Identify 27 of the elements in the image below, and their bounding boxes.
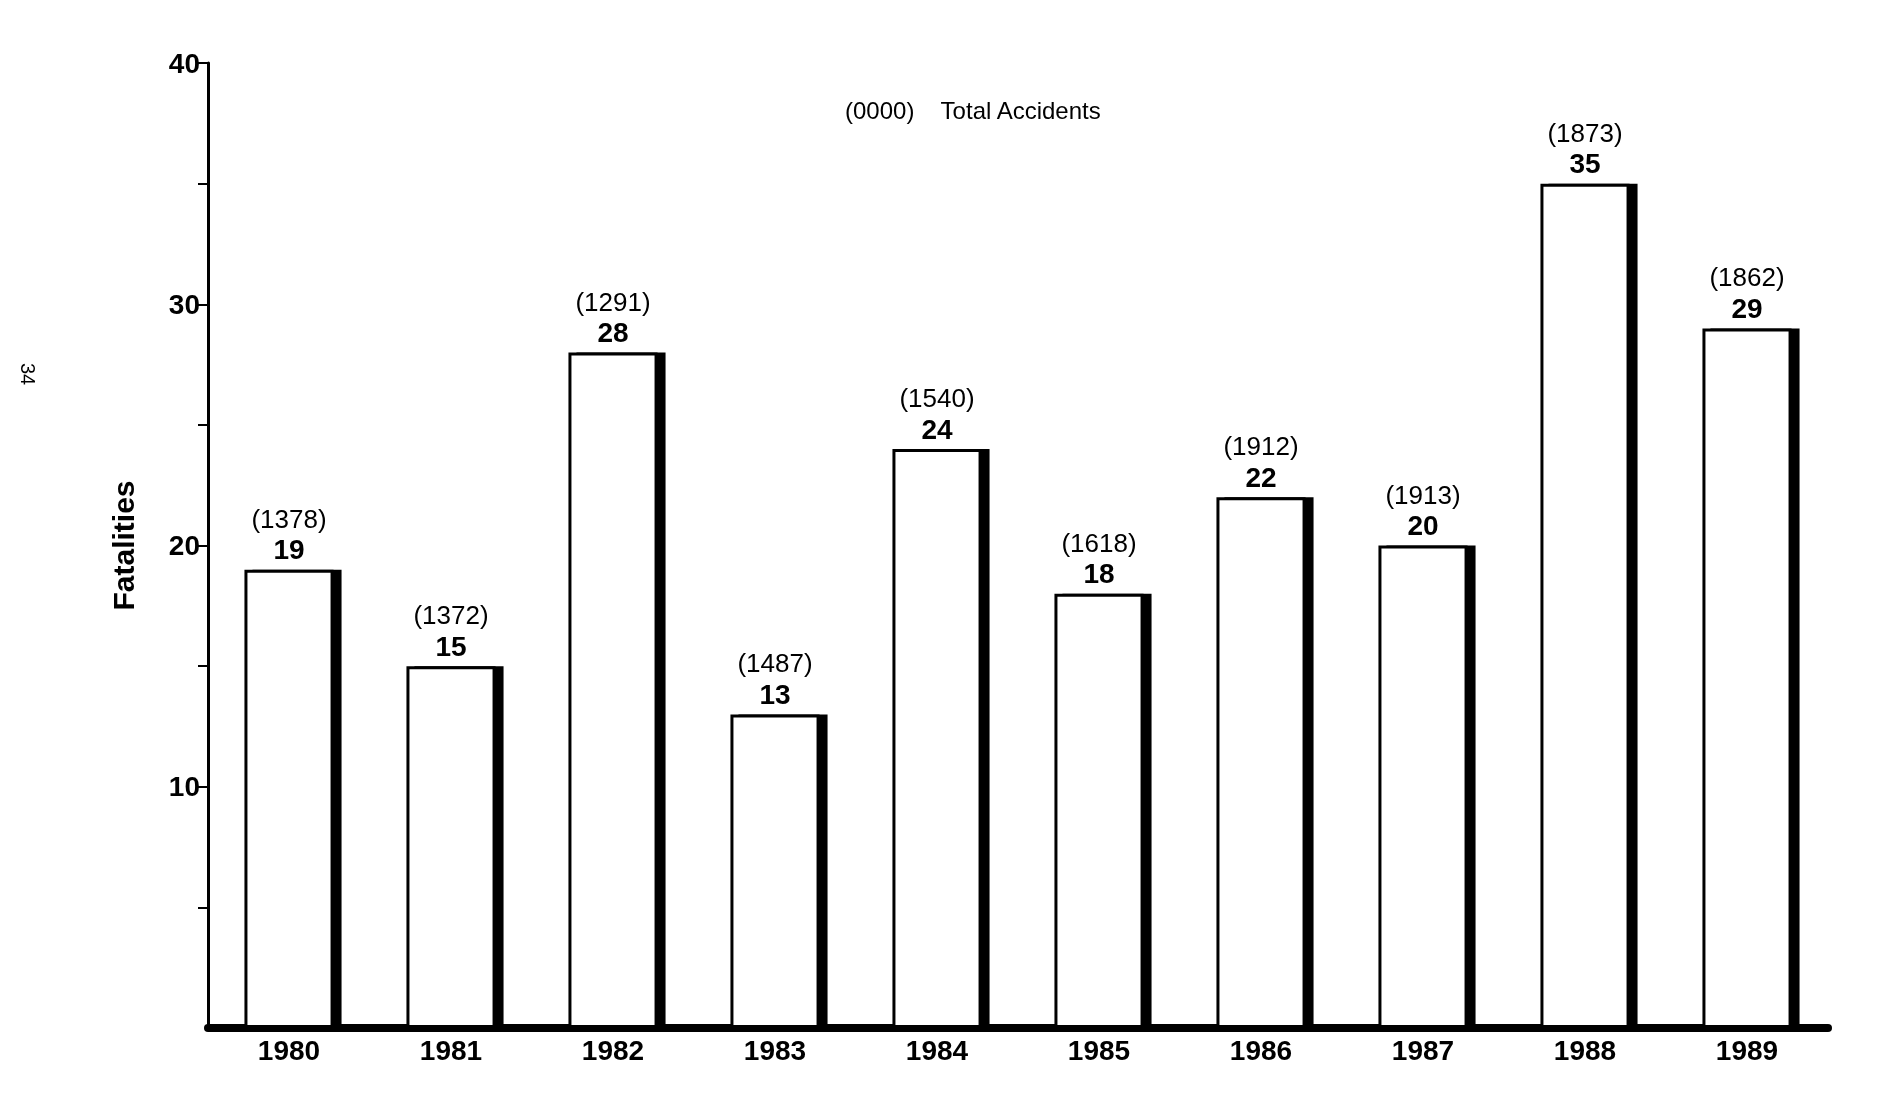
y-axis-title: Fatalities [106,480,140,611]
x-tick-label: 1984 [905,1034,969,1066]
text: 34 [17,363,39,386]
x-tick-label: 1983 [743,1034,807,1066]
data-label: (1487) 13 [737,648,813,710]
data-label: (1862) 29 [1709,262,1785,324]
y-tick-label: 40 [168,47,200,79]
annotation: (0000) Total Accidents [845,96,1101,124]
y-tick-label: 20 [168,530,200,561]
x-tick-label: 1987 [1391,1034,1455,1066]
x-tick-label: 1981 [419,1034,483,1066]
x-tick-label: 1980 [257,1034,321,1066]
data-label: (1618) 18 [1061,527,1137,590]
x-tick-label: 1986 [1229,1034,1293,1066]
data-label: (1913) 20 [1385,479,1461,541]
x-tick-label: 1982 [581,1034,645,1066]
data-label: (1378) 19 [251,503,327,566]
data-label: (1372) 15 [413,600,489,662]
y-tick-label: 30 [168,288,200,320]
x-tick-label: 1985 [1067,1034,1131,1066]
y-tick-label: 10 [168,771,200,803]
data-label: (1540) 24 [899,383,975,445]
x-tick-label: 1988 [1553,1034,1617,1066]
x-tick-label: 1989 [1715,1034,1779,1066]
data-label: (1291) 28 [575,286,651,348]
data-label: (1912) 22 [1223,431,1299,493]
data-label: (1873) 35 [1547,117,1623,180]
